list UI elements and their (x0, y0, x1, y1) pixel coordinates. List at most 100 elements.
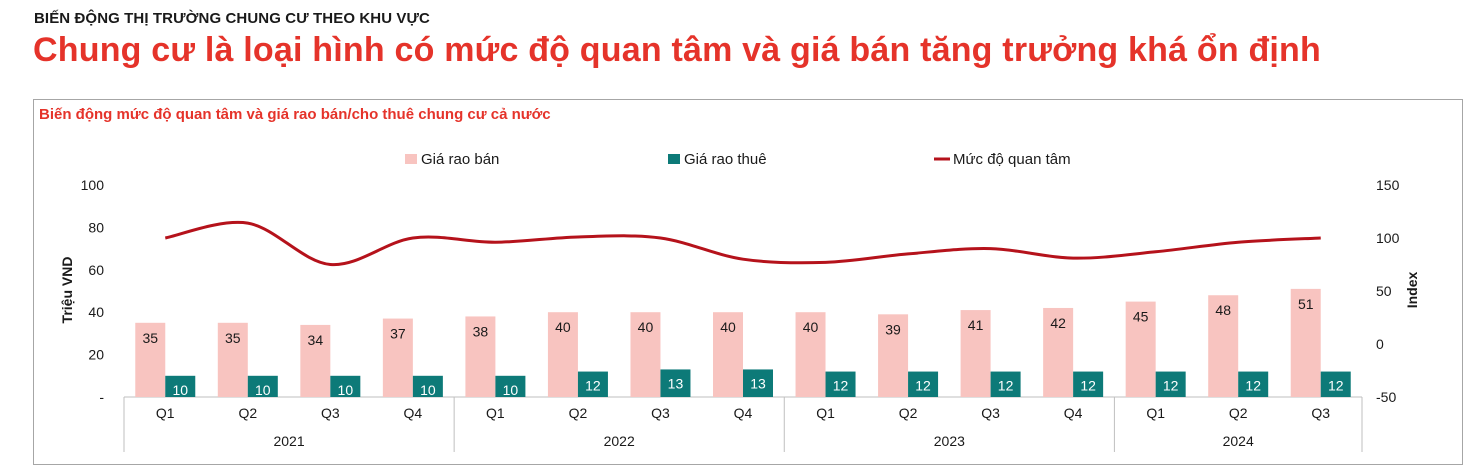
bar-sale (135, 322, 166, 397)
y2-tick-label: 100 (1376, 230, 1400, 246)
bar-sale (300, 324, 331, 397)
data-label-rent: 10 (503, 382, 519, 398)
y-axis-title: Triệu VND (59, 257, 75, 324)
data-label-rent: 12 (1080, 378, 1096, 394)
bar-rent (330, 375, 361, 397)
series-interest-line (164, 220, 1321, 267)
bar-sale (713, 312, 743, 397)
chart-frame (33, 99, 1463, 465)
x-group-label: 2023 (934, 433, 965, 449)
x-tick-label: Q2 (1229, 405, 1248, 421)
x-group-label: 2022 (604, 433, 635, 449)
legend-label-rent: Giá rao thuê (684, 151, 767, 168)
bar-rent (990, 371, 1021, 397)
y2-tick-label: 0 (1376, 336, 1384, 352)
legend-label-sale: Giá rao bán (421, 151, 499, 168)
data-label-rent: 13 (668, 375, 684, 391)
bar-rent (1073, 371, 1104, 397)
bar-rent (825, 371, 856, 397)
bar-rent (660, 369, 691, 397)
y2-tick-label: 150 (1376, 177, 1400, 193)
data-label-sale: 35 (142, 330, 158, 346)
x-tick-label: Q1 (486, 405, 505, 421)
data-label-rent: 12 (1245, 378, 1261, 394)
data-label-rent: 12 (915, 378, 931, 394)
data-label-rent: 12 (998, 378, 1014, 394)
bar-rent (1238, 371, 1269, 397)
data-label-sale: 39 (885, 321, 901, 337)
x-tick-label: Q1 (816, 405, 835, 421)
x-tick-label: Q1 (1146, 405, 1165, 421)
y-tick-label: 100 (81, 177, 105, 193)
series-sale-bars: 35 35 34 37 38 40 40 40 40 39 41 42 45 48 51 (135, 288, 1321, 397)
x-tick-label: Q1 (156, 405, 175, 421)
legend-swatch-rent (668, 154, 680, 164)
bar-sale (1125, 301, 1156, 397)
data-label-sale: 37 (390, 326, 406, 342)
y-tick-label: 60 (88, 262, 104, 278)
y-tick-label: - (99, 389, 104, 405)
bar-sale (465, 316, 496, 397)
bar-sale (382, 318, 413, 397)
data-label-sale: 40 (638, 319, 654, 335)
bar-rent (165, 375, 196, 397)
bar-sale (217, 322, 248, 397)
data-label-sale: 48 (1215, 302, 1231, 318)
data-label-sale: 41 (968, 317, 984, 333)
x-tick-label: Q2 (899, 405, 918, 421)
bar-sale (1290, 288, 1321, 397)
data-label-rent: 13 (750, 375, 766, 391)
data-label-sale: 38 (473, 323, 489, 339)
data-label-sale: 34 (308, 332, 324, 348)
bar-sale (795, 312, 826, 397)
bar-sale (630, 312, 661, 397)
data-label-sale: 40 (803, 319, 819, 335)
bar-rent (247, 375, 278, 397)
x-tick-label: Q2 (238, 405, 257, 421)
bar-sale (547, 312, 578, 397)
x-tick-label: Q3 (321, 405, 340, 421)
x-tick-label: Q3 (1311, 405, 1330, 421)
x-tick-label: Q4 (734, 405, 753, 421)
data-label-sale: 40 (555, 319, 571, 335)
data-label-rent: 10 (420, 382, 436, 398)
bar-rent (412, 375, 443, 397)
y-tick-label: 40 (88, 304, 104, 320)
legend-swatch-sale (405, 154, 417, 164)
section-kicker: BIẾN ĐỘNG THỊ TRƯỜNG CHUNG CƯ THEO KHU V… (34, 10, 430, 27)
x-tick-label: Q2 (569, 405, 588, 421)
bar-rent (743, 369, 773, 397)
interest-line-path (164, 220, 1321, 267)
bar-rent (495, 375, 526, 397)
y-axis-ticks: - 20 40 60 80 100 (81, 177, 105, 405)
chart-title: Biến động mức độ quan tâm và giá rao bán… (39, 106, 551, 123)
legend-label-interest: Mức độ quan tâm (953, 151, 1071, 168)
bar-sale (960, 310, 991, 397)
y2-axis-title: Index (1404, 272, 1420, 309)
y2-tick-label: 50 (1376, 283, 1392, 299)
data-label-sale: 40 (720, 319, 736, 335)
bar-rent (908, 371, 939, 397)
data-label-rent: 12 (585, 378, 601, 394)
bar-rent (1155, 371, 1186, 397)
series-rent-bars: 10 10 10 10 10 12 13 13 12 12 12 12 12 12 12 (165, 369, 1351, 398)
x-tick-label: Q3 (981, 405, 1000, 421)
y-tick-label: 20 (88, 347, 104, 363)
data-label-rent: 10 (172, 382, 188, 398)
bar-sale (1043, 307, 1074, 397)
data-label-rent: 10 (255, 382, 271, 398)
page-headline: Chung cư là loại hình có mức độ quan tâm… (33, 31, 1321, 69)
x-tick-label: Q4 (404, 405, 423, 421)
x-tick-label: Q3 (651, 405, 670, 421)
data-label-sale: 45 (1133, 309, 1149, 325)
data-label-rent: 12 (833, 378, 849, 394)
x-group-label: 2024 (1223, 433, 1254, 449)
x-tick-label: Q4 (1064, 405, 1083, 421)
data-label-rent: 12 (1328, 378, 1344, 394)
y-tick-label: 80 (88, 219, 104, 235)
data-label-sale: 35 (225, 330, 241, 346)
chart-legend: Giá rao bán Giá rao thuê Mức độ quan tâm (405, 151, 1071, 168)
y2-tick-label: -50 (1376, 389, 1396, 405)
data-label-rent: 10 (338, 382, 354, 398)
